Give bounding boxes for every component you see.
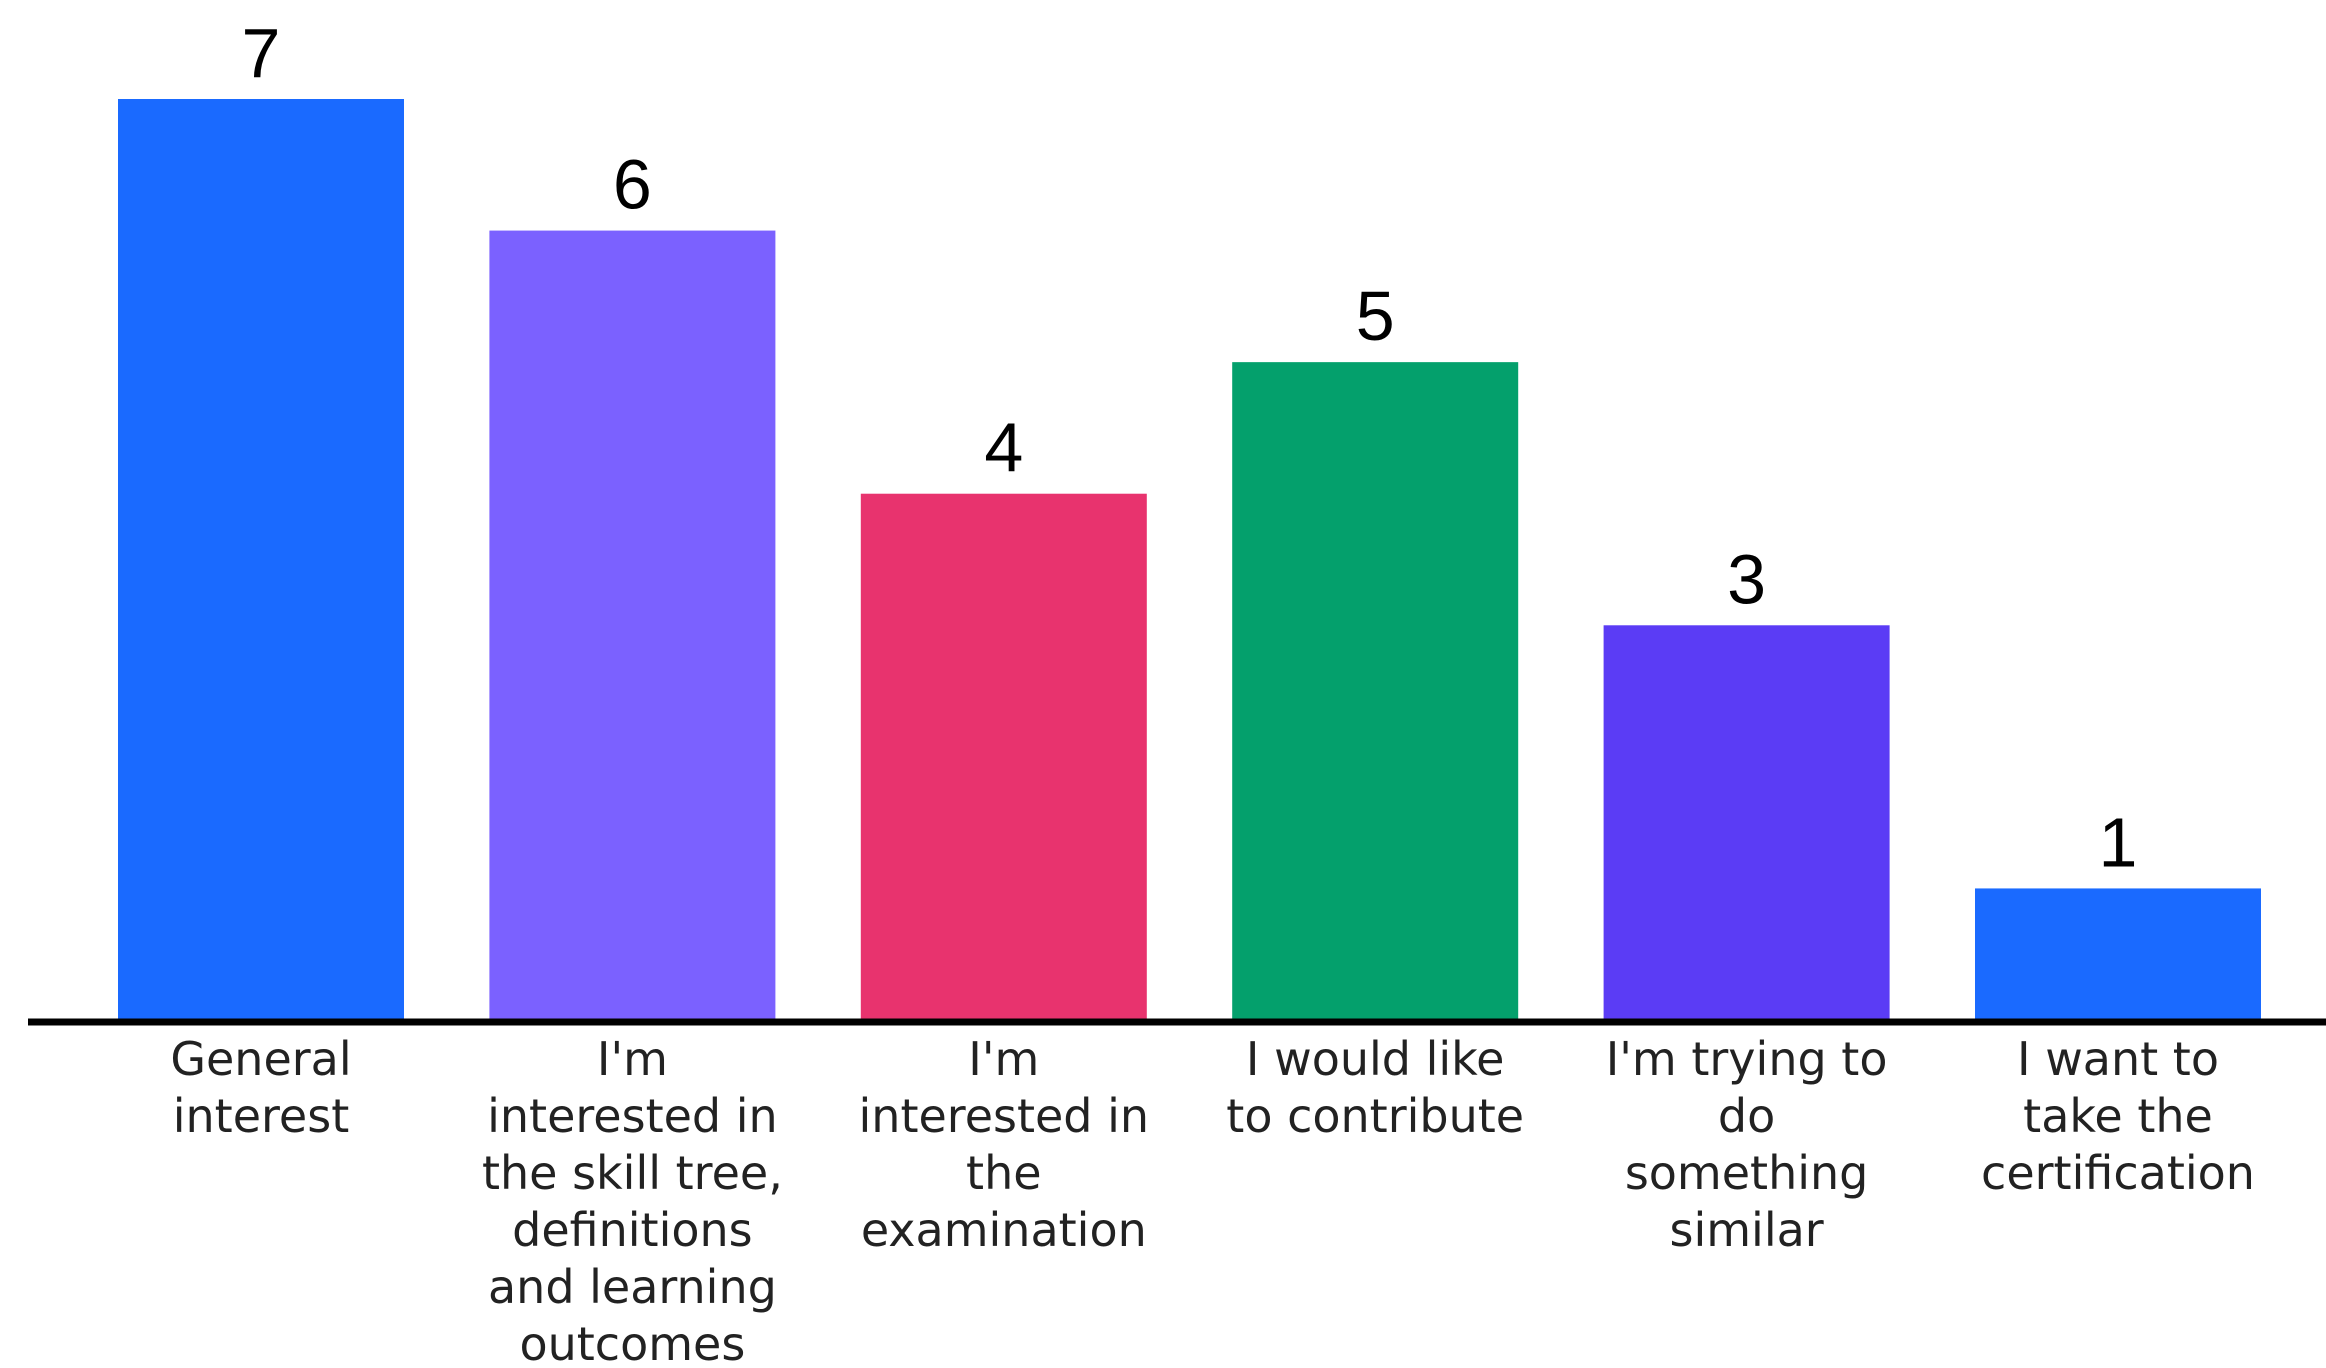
value-labels-group: 7 6 4 5 3 1	[242, 14, 2138, 881]
category-label-6: I want to take the certification	[1981, 1032, 2255, 1200]
category-label-line: certification	[1981, 1146, 2255, 1200]
category-label-line: interested in	[487, 1089, 778, 1143]
category-label-line: interest	[173, 1089, 349, 1143]
category-label-line: interested in	[859, 1089, 1150, 1143]
category-label-line: to contribute	[1226, 1089, 1524, 1143]
value-label-5: 3	[1727, 540, 1766, 618]
value-label-1: 7	[242, 14, 281, 92]
category-label-line: I'm	[597, 1032, 668, 1086]
bar-1	[118, 99, 404, 1020]
category-label-line: I'm	[968, 1032, 1039, 1086]
category-label-line: I want to	[2017, 1032, 2219, 1086]
bar-6	[1975, 888, 2261, 1020]
bar-5	[1603, 625, 1890, 1020]
category-label-3: I'm interested in the examination	[859, 1032, 1150, 1257]
bar-2	[489, 230, 776, 1021]
bar-4	[1232, 362, 1519, 1021]
category-label-2: I'm interested in the skill tree, definitio…	[482, 1032, 783, 1368]
category-label-line: examination	[861, 1203, 1147, 1257]
value-label-6: 1	[2099, 803, 2138, 881]
category-label-line: and learning	[488, 1260, 777, 1314]
category-label-5: I'm trying to do something similar	[1606, 1032, 1888, 1257]
category-label-line: outcomes	[519, 1317, 745, 1368]
category-label-line: take the	[2023, 1089, 2213, 1143]
bars-group	[118, 99, 2261, 1021]
category-label-line: I'm trying to	[1606, 1032, 1888, 1086]
category-label-line: do	[1718, 1089, 1775, 1143]
category-label-line: I would like	[1246, 1032, 1505, 1086]
category-label-4: I would like to contribute	[1226, 1032, 1524, 1143]
value-label-2: 6	[613, 146, 652, 224]
category-label-1: General interest	[170, 1032, 351, 1143]
category-label-line: definitions	[512, 1203, 753, 1257]
value-label-3: 4	[984, 409, 1023, 487]
category-label-line: similar	[1669, 1203, 1823, 1257]
category-label-line: General	[170, 1032, 351, 1086]
category-label-line: something	[1625, 1146, 1869, 1200]
category-label-line: the	[966, 1146, 1042, 1200]
category-label-line: the skill tree,	[482, 1146, 783, 1200]
value-label-4: 5	[1356, 277, 1395, 355]
bar-3	[860, 493, 1147, 1020]
